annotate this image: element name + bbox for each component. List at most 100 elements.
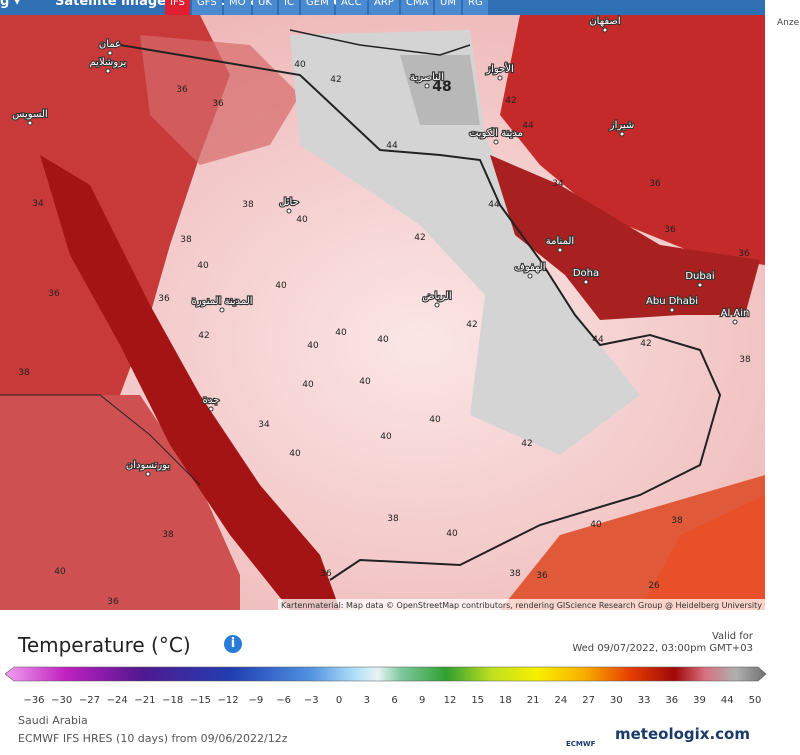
model-tab[interactable]: MO [224,0,251,15]
scale-tick-label: −18 [162,695,183,706]
temperature-label: 44 [522,121,534,131]
place-label: Doha [573,268,599,279]
city-dot [583,279,589,285]
temperature-label: 40 [275,281,287,291]
temperature-label: 34 [258,420,270,430]
place-label: الهفوف [514,262,545,273]
place-label: حائل [279,197,299,208]
temperature-label: 36 [664,225,676,235]
city-dot [219,307,225,313]
city-dot [669,307,675,313]
temperature-label: 40 [296,215,308,225]
temperature-label: 40 [197,261,209,271]
temperature-label: 40 [294,60,306,70]
iran-region [500,15,765,265]
valid-for: Valid for Wed 09/07/2022, 03:00pm GMT+03 [572,631,753,655]
temperature-label: 40 [307,341,319,351]
model-tab[interactable]: RG [463,0,488,15]
scale-tick-label: −24 [107,695,128,706]
temperature-label: 40 [380,432,392,442]
temperature-label: 44 [488,200,500,210]
scale-tick-label: −6 [276,695,291,706]
temperature-label: 38 [387,514,399,524]
place-label: المنامة [546,236,574,247]
temperature-label: 40 [429,415,441,425]
place-label: يروشلايم [90,57,127,68]
scale-tick-label: 44 [721,695,734,706]
temperature-label: 36 [212,99,224,109]
temperature-label: 38 [18,368,30,378]
temperature-label: 44 [592,335,604,345]
temperature-label: 36 [649,179,661,189]
city-dot [286,208,292,214]
color-scale: −36 −30 −27 −24 −21 −18 −15 −12 −9 −6 −3 0 3 6 9 12 15 18… [4,666,767,706]
model-tab[interactable]: UM [435,0,461,15]
brand[interactable]: meteologix.com [615,725,750,743]
temperature-label: 42 [521,439,532,449]
place-label: السويس [12,109,47,120]
legend-title: Temperature (°C) [18,633,191,657]
temperature-label: 38 [242,200,254,210]
temperature-label: 42 [466,320,477,330]
model-tab[interactable]: CMA [401,0,434,15]
place-label: Dubai [685,271,714,282]
attribution-bg [278,599,765,610]
scale-tick-label: 3 [364,695,370,706]
temperature-label: 42 [414,233,425,243]
city-dot [27,120,33,126]
temperature-label: 40 [54,567,66,577]
valid-label: Valid for [711,631,753,642]
city-dot [434,302,440,308]
border [119,44,722,581]
temperature-label: 38 [509,569,521,579]
city-dot [497,75,503,81]
temperature-label: 34 [32,199,44,209]
scale-tick-label: −12 [218,695,239,706]
ecmwf-logo: ECMWF [566,740,596,748]
border [289,29,471,56]
info-icon[interactable]: i [224,635,242,653]
temperature-label: 38 [180,235,192,245]
temperature-label: 40 [359,377,371,387]
city-dot [105,68,111,74]
model-tab[interactable]: ACC [336,0,367,15]
temperature-label: 36 [48,289,60,299]
nav-item[interactable]: Climate ▾ [218,0,285,9]
temperature-label: 42 [640,339,651,349]
nav-item[interactable]: g ▾ [0,0,21,9]
temperature-label: 40 [289,449,301,459]
temperature-label: 42 [505,96,516,106]
temperature-label: 38 [162,530,174,540]
nav-item[interactable]: Satellite images ▾ [55,0,185,9]
temperature-label: 40 [590,520,602,530]
place-label: المدينة المنورة [191,296,252,307]
scale-tick-label: 27 [582,695,595,706]
scale-tick-label: −30 [51,695,72,706]
temperature-label: 38 [671,516,683,526]
model-tab[interactable]: ARP [369,0,399,15]
scale-tick-label: −15 [190,695,211,706]
valid-datetime: Wed 09/07/2022, 03:00pm GMT+03 [572,643,753,654]
temperature-label: 36 [107,597,119,607]
temperature-label: 40 [302,380,314,390]
model-tab[interactable]: GEM [301,0,334,15]
model-tab[interactable]: UK [253,0,277,15]
scale-tick-label: −9 [248,695,263,706]
city-dot [107,50,113,56]
scale-tick-label: 6 [391,695,397,706]
model-tab[interactable]: IC [279,0,299,15]
place-label: بورتسودان [126,460,170,471]
nav-bar: g ▾Satellite images ▾Climate ▾More ▾IFSG… [0,0,765,15]
sudan-region [0,395,240,610]
temperature-label: 36 [738,249,750,259]
model-tab[interactable]: IFS [165,0,190,15]
city-dot [619,131,625,137]
model-tab[interactable]: GFS [192,0,222,15]
temperature-label: 36 [176,85,188,95]
city-dot [424,83,430,89]
temperature-label: 36 [320,569,332,579]
place-label: Al Ain [721,308,750,319]
scale-tick-label: 21 [527,695,540,706]
scale-tick-label: 33 [638,695,651,706]
